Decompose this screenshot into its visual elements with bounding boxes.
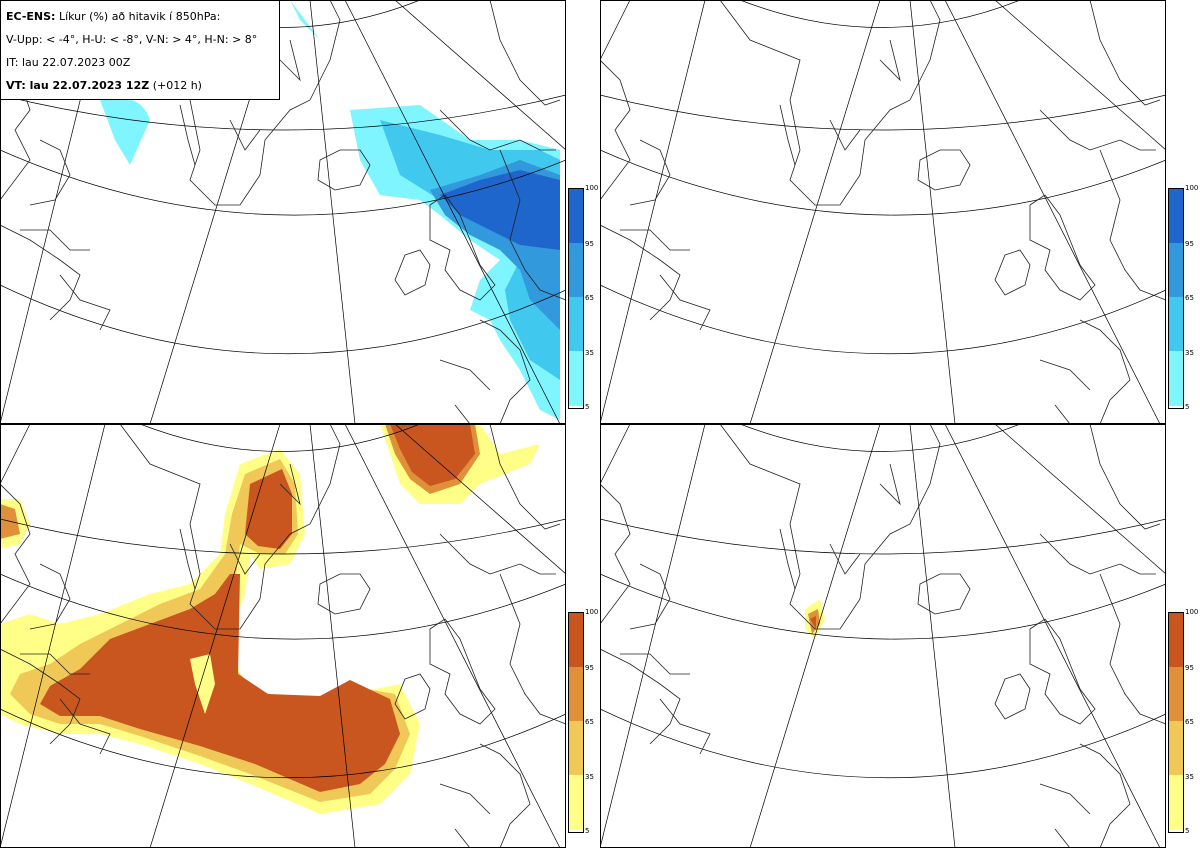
colorbar-tick: 5: [585, 827, 590, 835]
chart-title: Líkur (%) að hitavik í 850hPa:: [58, 10, 221, 23]
threshold-legend: V-Upp: < -4°, H-U: < -8°, V-N: > 4°, H-N…: [6, 33, 258, 46]
info-box: EC-ENS: Líkur (%) að hitavik í 850hPa: V…: [0, 0, 280, 100]
initial-time: IT: lau 22.07.2023 00Z: [6, 56, 131, 69]
colorbar-tick: 65: [1185, 718, 1194, 726]
colorbar-tick: 95: [1185, 240, 1194, 248]
probability-field: [100, 0, 560, 420]
map-panel-bottom-left: 100 95 65 35 5: [0, 424, 600, 848]
colorbar-tick: 35: [1185, 349, 1194, 357]
colorbar-tick: 5: [1185, 403, 1190, 411]
colorbar-tick: 65: [585, 718, 594, 726]
model-name: EC-ENS:: [6, 10, 56, 23]
valid-offset: (+012 h): [152, 79, 202, 92]
colorbar-tick: 100: [1185, 184, 1199, 192]
colorbar-tick: 100: [1185, 608, 1199, 616]
colorbar-tick: 100: [585, 608, 599, 616]
colorbar-tick: 100: [585, 184, 599, 192]
colorbar-tick: 5: [1185, 827, 1190, 835]
map-warm-anomaly-4: [0, 424, 566, 848]
map-cold-anomaly-8: [600, 0, 1166, 424]
colorbar-tick: 35: [1185, 773, 1194, 781]
colorbar-tick: 5: [585, 403, 590, 411]
colorbar-warm: [1168, 612, 1184, 833]
map-warm-anomaly-8: [600, 424, 1166, 848]
colorbar-tick: 35: [585, 773, 594, 781]
colorbar-tick: 95: [585, 664, 594, 672]
colorbar-tick: 65: [585, 294, 594, 302]
map-cold-anomaly-4: [0, 0, 566, 424]
colorbar-cold: [568, 188, 584, 409]
probability-field: [0, 424, 540, 814]
colorbar-tick: 35: [585, 349, 594, 357]
probability-field: [805, 599, 825, 639]
colorbar-tick: 95: [585, 240, 594, 248]
map-panel-bottom-right: 100 95 65 35 5: [600, 424, 1200, 848]
colorbar-tick: 65: [1185, 294, 1194, 302]
colorbar-tick: 95: [1185, 664, 1194, 672]
colorbar-warm: [568, 612, 584, 833]
valid-time: VT: lau 22.07.2023 12Z: [6, 79, 150, 92]
colorbar-cold: [1168, 188, 1184, 409]
map-panel-top-right: 100 95 65 35 5: [600, 0, 1200, 424]
map-panel-top-left: 100 95 65 35 5 EC-ENS: Líkur (%) að hita…: [0, 0, 600, 424]
